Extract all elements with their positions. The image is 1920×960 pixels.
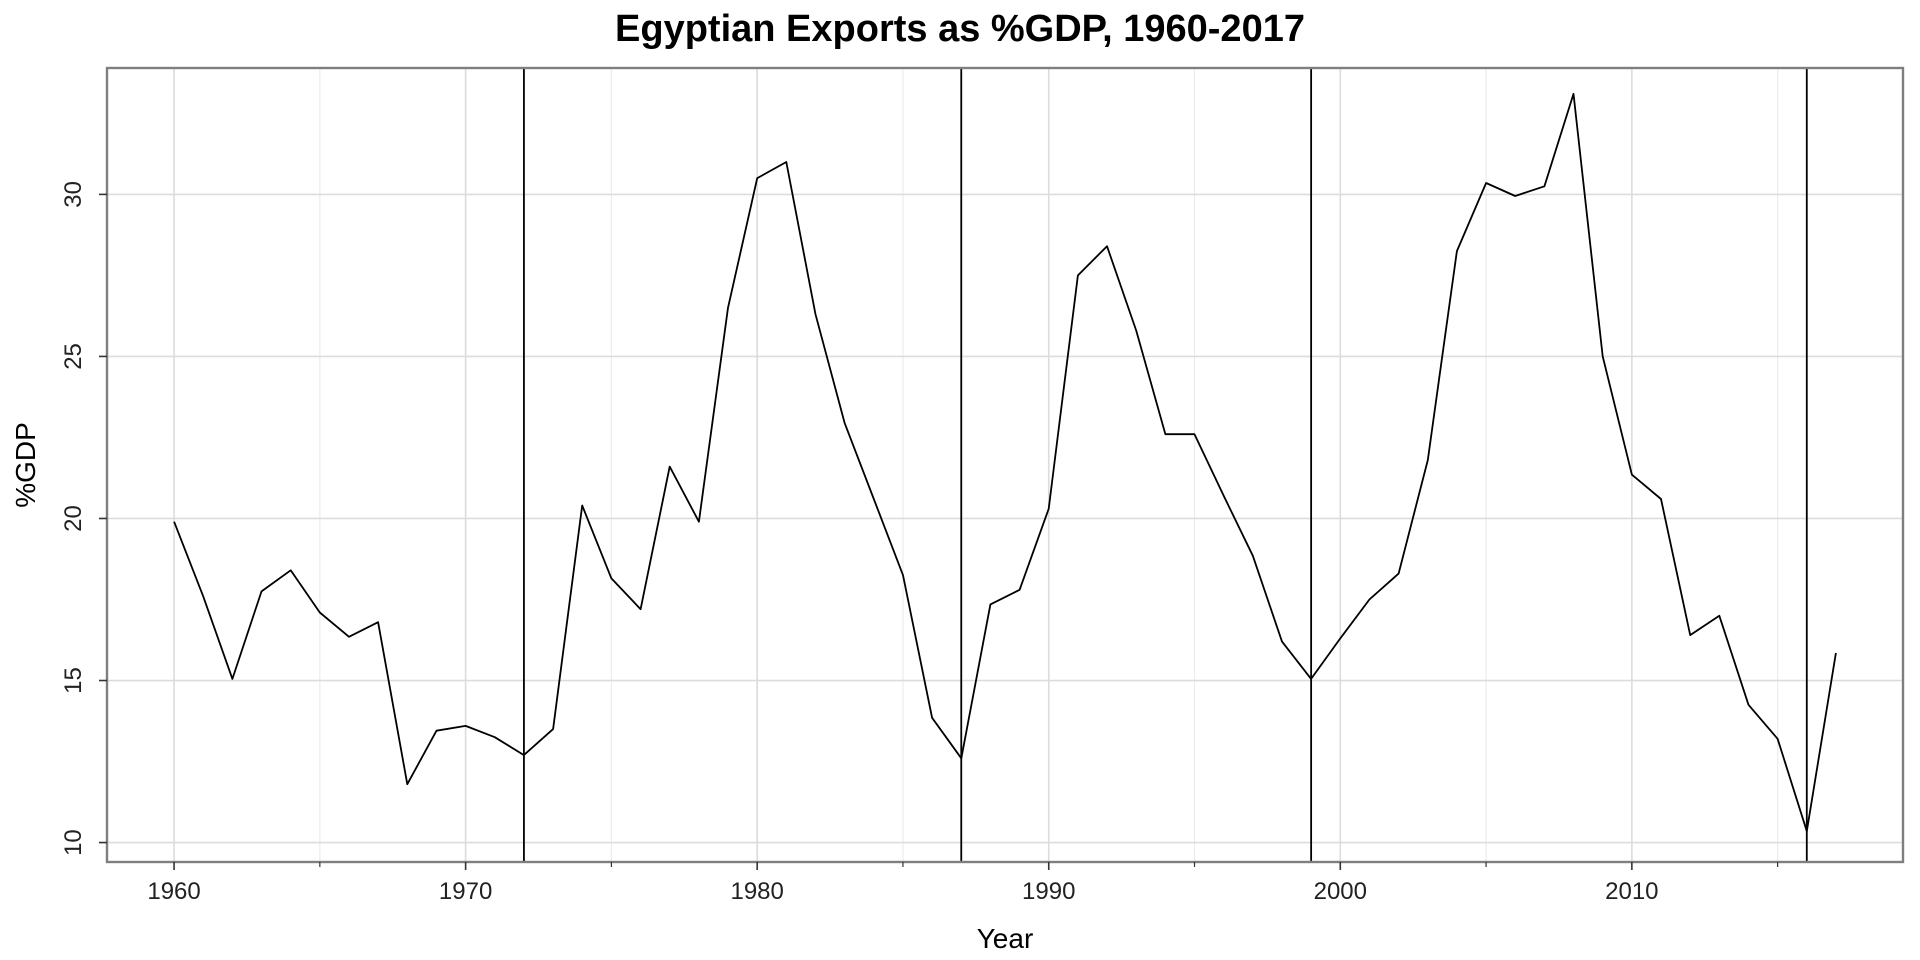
- x-tick-label: 2010: [1605, 878, 1658, 905]
- y-tick-label: 10: [60, 829, 87, 856]
- y-tick-label: 20: [60, 505, 87, 532]
- x-tick-label: 1960: [147, 878, 200, 905]
- x-axis-title: Year: [977, 923, 1034, 954]
- x-tick-label: 1970: [439, 878, 492, 905]
- plot-frame: [105, 66, 1905, 864]
- x-tick-label: 2000: [1314, 878, 1367, 905]
- y-tick-label: 25: [60, 343, 87, 370]
- y-tick-label: 30: [60, 181, 87, 208]
- exports-series-line: [173, 93, 1837, 833]
- chart-title: Egyptian Exports as %GDP, 1960-2017: [615, 8, 1305, 50]
- vertical-reference-lines: [523, 68, 1808, 862]
- x-tick-label: 1980: [730, 878, 783, 905]
- grid-lines: [107, 68, 1903, 862]
- y-tick-label: 15: [60, 667, 87, 694]
- data-layer: [173, 93, 1837, 833]
- y-axis-title: %GDP: [10, 422, 41, 508]
- x-tick-label: 1990: [1022, 878, 1075, 905]
